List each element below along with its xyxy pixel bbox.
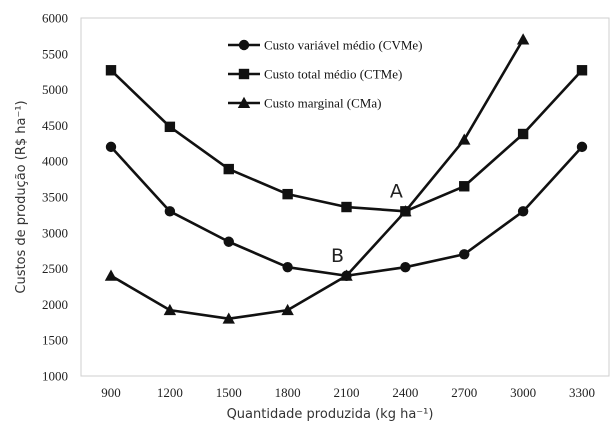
x-tick-label: 2100 (334, 385, 360, 400)
x-tick-label: 2400 (392, 385, 418, 400)
plot-area-frame (80, 17, 610, 377)
legend: Custo variável médio (CVMe) Custo total m… (228, 38, 423, 111)
data-point-circle (459, 249, 470, 260)
data-point-square (341, 201, 352, 213)
x-tick-label: 1500 (216, 385, 242, 400)
data-point-circle (400, 261, 411, 273)
data-point-triangle (163, 303, 177, 316)
data-point-triangle (281, 303, 294, 316)
data-point-square (164, 121, 176, 133)
data-point-triangle (399, 205, 412, 217)
x-tick-label: 1200 (157, 385, 183, 400)
data-point-circle (223, 236, 234, 247)
annotation-label: A (390, 180, 403, 202)
data-point-square (459, 181, 470, 192)
series-square (105, 65, 588, 217)
series-layer (104, 33, 588, 324)
y-tick-label: 3500 (42, 190, 68, 205)
data-point-circle (517, 206, 529, 217)
data-point-square (576, 65, 588, 76)
legend-label: Custo marginal (CMa) (264, 96, 381, 111)
data-point-triangle (458, 133, 471, 145)
legend-marker-square (238, 68, 250, 80)
x-tick-label: 3000 (510, 385, 536, 400)
y-tick-label: 2500 (42, 261, 68, 276)
series-line (110, 69, 583, 213)
annotation-label: B (331, 245, 344, 267)
x-axis-label: Quantidade produzida (kg ha⁻¹) (227, 407, 434, 422)
y-tick-label: 3000 (42, 225, 68, 240)
y-axis-label: Custos de produção (R$ ha⁻¹) (14, 100, 29, 293)
series-triangle (104, 33, 530, 324)
legend-label: Custo total médio (CTMe) (264, 67, 402, 82)
y-tick-label: 1000 (42, 369, 68, 384)
annotations: AB (331, 180, 403, 266)
y-tick-label: 4500 (42, 118, 68, 133)
data-point-circle (164, 206, 176, 217)
x-tick-label: 1800 (275, 385, 301, 400)
legend-item: Custo variável médio (CVMe) (228, 38, 423, 53)
legend-item: Custo marginal (CMa) (228, 96, 381, 111)
x-axis-ticks: 900 1200 1500 1800 2100 2400 2700 3000 3300 (101, 385, 595, 400)
y-tick-label: 2000 (42, 297, 68, 312)
y-tick-label: 5000 (42, 82, 68, 97)
data-point-triangle (222, 312, 235, 324)
legend-item: Custo total médio (CTMe) (228, 67, 402, 82)
legend-label: Custo variável médio (CVMe) (264, 38, 423, 53)
x-tick-label: 900 (101, 385, 121, 400)
data-point-circle (105, 141, 117, 153)
data-point-square (105, 65, 117, 76)
x-tick-label: 3300 (569, 385, 595, 400)
data-point-circle (576, 141, 588, 153)
y-tick-label: 4000 (42, 154, 68, 169)
data-point-square (282, 188, 293, 200)
data-point-triangle (516, 33, 530, 45)
data-point-square (517, 128, 529, 140)
data-point-circle (282, 261, 293, 273)
data-point-triangle (104, 269, 118, 281)
data-point-square (223, 163, 234, 175)
y-tick-label: 6000 (42, 11, 68, 26)
x-tick-label: 2700 (451, 385, 477, 400)
y-tick-label: 1500 (42, 333, 68, 348)
series-line (110, 38, 525, 321)
data-point-triangle (340, 269, 353, 281)
legend-marker-circle (238, 39, 250, 51)
legend-marker-triangle (237, 96, 251, 108)
y-tick-label: 5500 (42, 46, 68, 61)
y-axis-ticks: 1000 1500 2000 2500 3000 3500 4000 4500 5000 5500… (42, 11, 68, 384)
